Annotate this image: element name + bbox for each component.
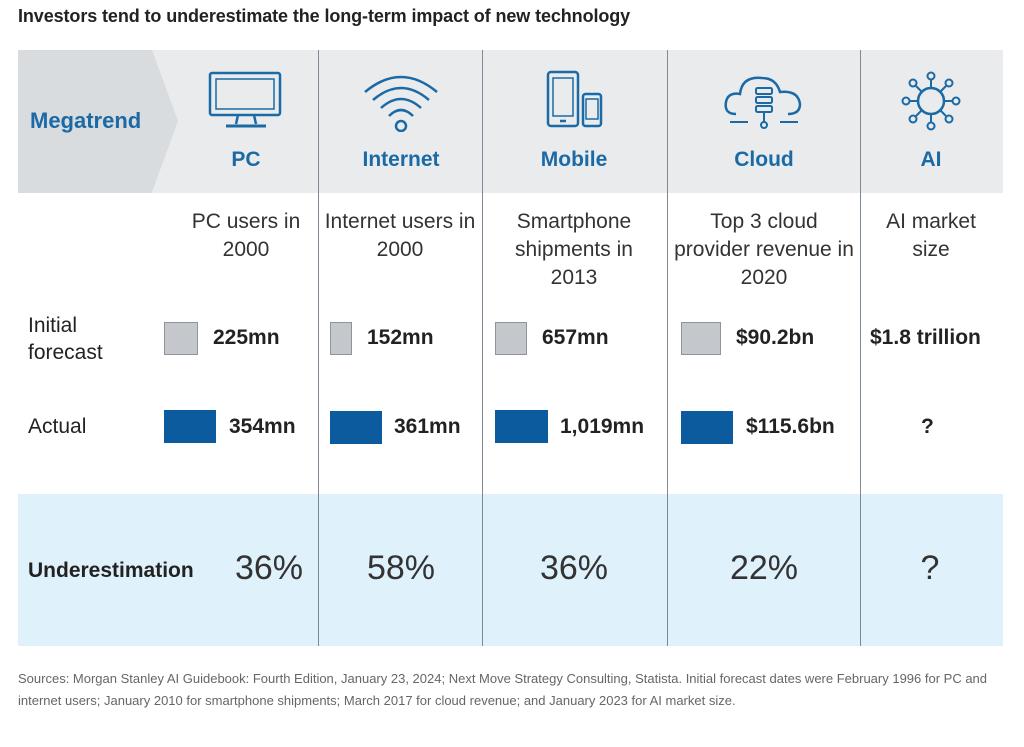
- column-name-cloud: Cloud: [734, 148, 794, 171]
- megatrend-label: Megatrend: [30, 108, 142, 133]
- forecast-box: [495, 322, 527, 355]
- forecast-box: [330, 322, 352, 355]
- actual-box: [495, 410, 548, 443]
- metric-internet: Internet users in 2000: [324, 210, 476, 261]
- underestimation-mobile: 36%: [539, 549, 609, 587]
- ai-network-icon: [901, 71, 961, 131]
- column-name-mobile: Mobile: [540, 148, 608, 171]
- metric-ai: AI market size: [886, 210, 976, 261]
- column-name-internet: Internet: [362, 148, 440, 171]
- megatrend-arrow-tip: [152, 50, 178, 192]
- header-band: [18, 50, 1003, 193]
- column-name-ai: AI: [920, 148, 942, 171]
- monitor-icon: [208, 71, 282, 128]
- column-name-pc: PC: [231, 148, 261, 171]
- underestimation-band: [18, 494, 1003, 646]
- cloud-icon: [724, 76, 802, 129]
- forecast-box: [681, 322, 721, 355]
- column-divider: [860, 50, 861, 646]
- sources-note: Sources: Morgan Stanley AI Guidebook: Fo…: [18, 671, 988, 708]
- metric-cloud: Top 3 cloud provider revenue in 2020: [674, 210, 854, 289]
- underestimation-pc: 36%: [234, 549, 304, 587]
- actual-value-ai: ?: [921, 415, 934, 438]
- actual-value-internet: 361mn: [394, 415, 461, 438]
- wifi-icon: [364, 75, 438, 132]
- forecast-box: [164, 322, 198, 355]
- forecast-value-internet: 152mn: [367, 326, 434, 349]
- forecast-value-mobile: 657mn: [542, 326, 609, 349]
- actual-value-pc: 354mn: [229, 415, 296, 438]
- actual-value-cloud: $115.6bn: [746, 415, 835, 438]
- column-divider: [482, 50, 483, 646]
- underestimation-internet: 58%: [366, 549, 436, 587]
- column-divider: [667, 50, 668, 646]
- metric-pc: PC users in 2000: [191, 210, 301, 261]
- metric-mobile: Smartphone shipments in 2013: [515, 210, 633, 289]
- megatrend-block: [18, 50, 152, 193]
- row-label-actual: Actual: [28, 415, 87, 438]
- actual-value-mobile: 1,019mn: [560, 415, 645, 438]
- forecast-value-pc: 225mn: [213, 326, 280, 349]
- row-label-underestimation: Underestimation: [28, 559, 194, 582]
- chart-title: Investors tend to underestimate the long…: [18, 6, 631, 26]
- row-label-initial-forecast: Initial forecast: [28, 314, 103, 364]
- actual-box: [330, 411, 382, 444]
- underestimation-cloud: 22%: [729, 549, 799, 587]
- underestimation-ai: ?: [920, 549, 940, 587]
- forecast-value-ai: $1.8 trillion: [870, 326, 981, 349]
- actual-box: [164, 410, 216, 443]
- actual-box: [681, 411, 733, 444]
- devices-icon: [546, 70, 603, 128]
- column-divider: [318, 50, 319, 646]
- forecast-value-cloud: $90.2bn: [736, 326, 815, 349]
